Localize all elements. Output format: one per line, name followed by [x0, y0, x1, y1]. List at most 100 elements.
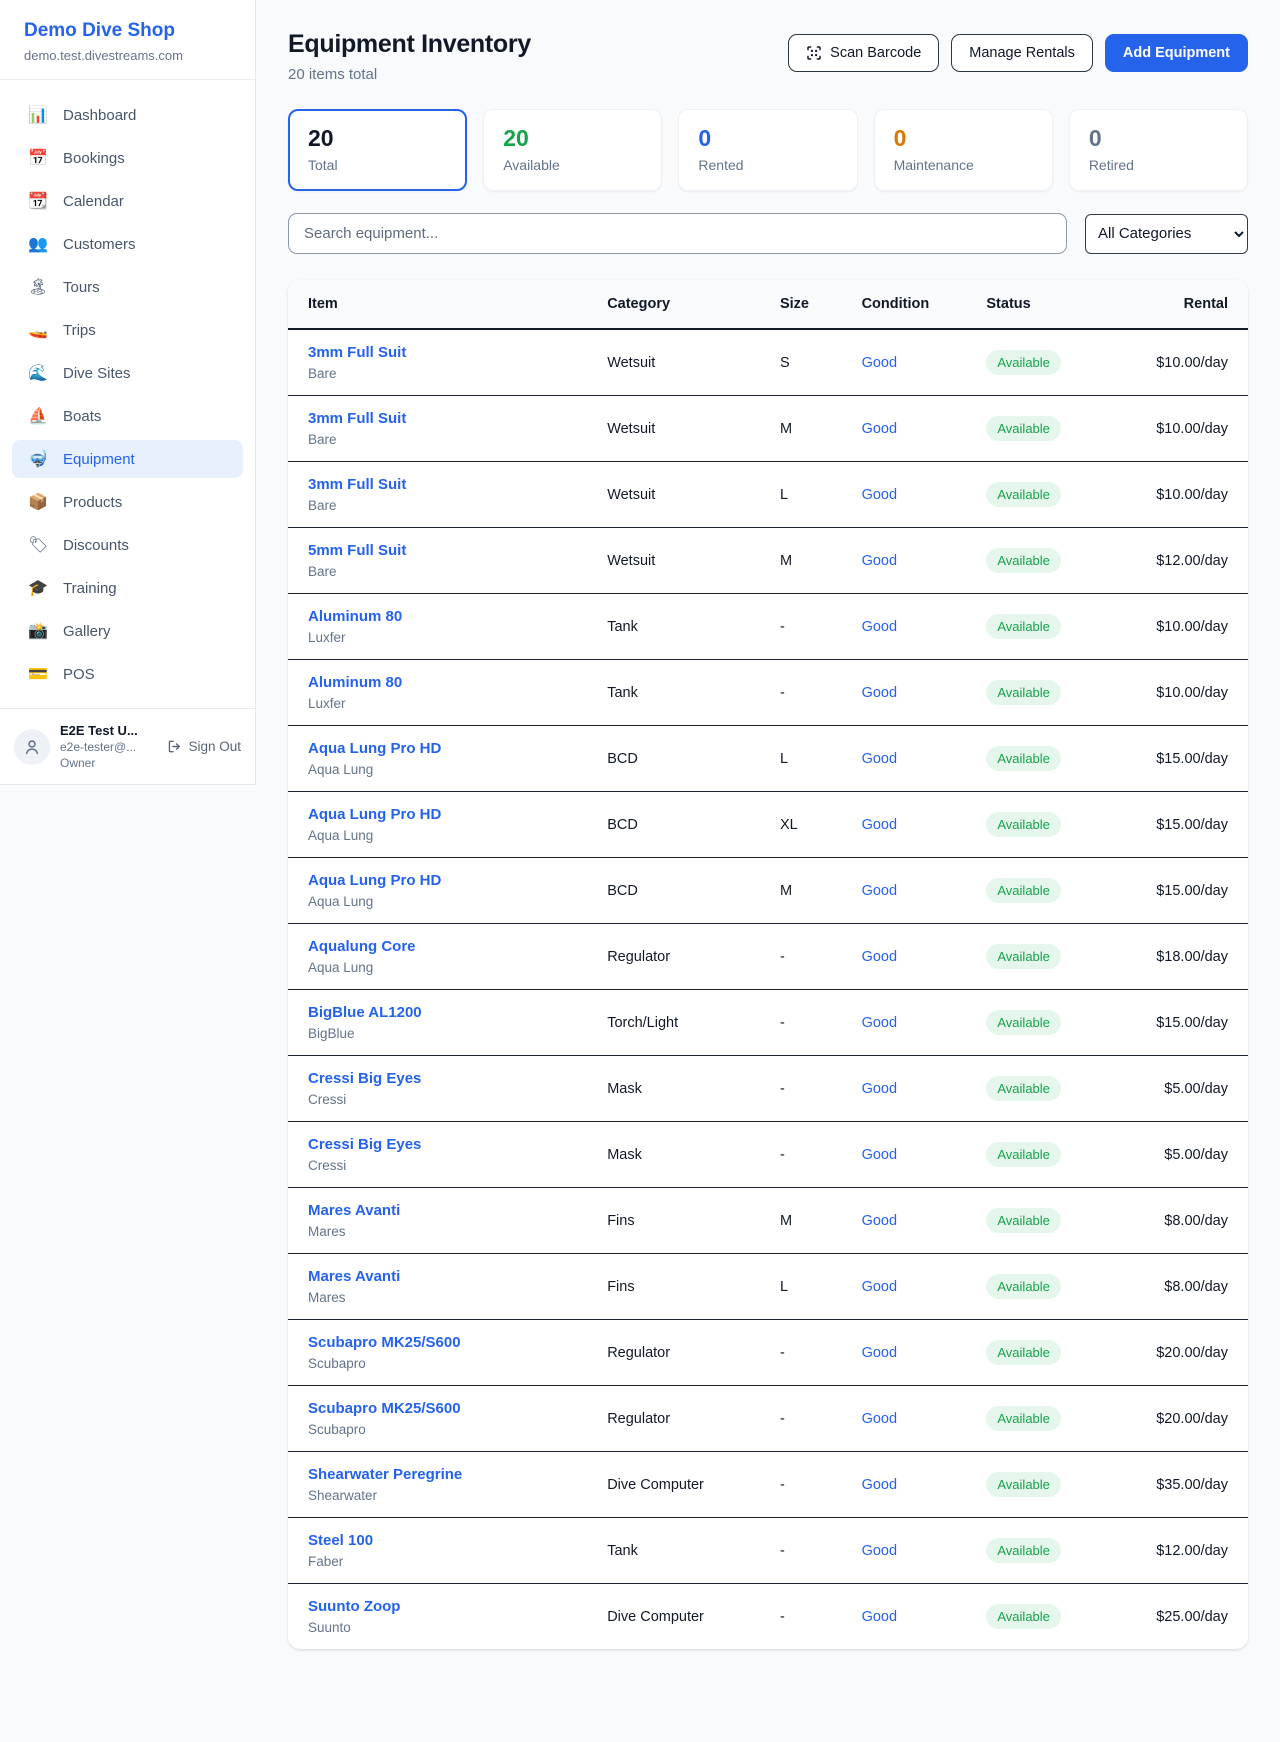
condition-link[interactable]: Good: [861, 1476, 898, 1493]
stat-card-retired[interactable]: 0 Retired: [1068, 109, 1249, 191]
condition-link[interactable]: Good: [861, 684, 898, 701]
item-name-link[interactable]: Steel 100: [308, 1532, 374, 1549]
status-cell: Available: [974, 923, 1143, 990]
equipment-table-card: Item Category Size Condition Status Rental 3m…: [288, 280, 1248, 1649]
status-badge: Available: [986, 944, 1061, 969]
item-name-link[interactable]: Aqua Lung Pro HD: [308, 740, 442, 757]
stat-value: 20: [308, 125, 334, 151]
stat-card-total[interactable]: 20 Total: [288, 109, 468, 191]
condition-link[interactable]: Good: [861, 1542, 898, 1559]
condition-link[interactable]: Good: [861, 750, 898, 767]
condition-link[interactable]: Good: [861, 552, 898, 569]
brand-name[interactable]: Demo Dive Shop: [24, 20, 175, 41]
table-row: Aluminum 80 Luxfer Tank - Good Available $10.0…: [288, 659, 1248, 726]
item-name-link[interactable]: Scubapro MK25/S600: [308, 1400, 461, 1417]
condition-link[interactable]: Good: [861, 882, 898, 899]
status-badge: Available: [986, 812, 1061, 837]
sidebar-item-training[interactable]: 🎓 Training: [12, 569, 243, 607]
sign-out-button[interactable]: Sign Out: [167, 739, 241, 754]
item-name-link[interactable]: 5mm Full Suit: [308, 542, 407, 559]
item-name-link[interactable]: Shearwater Peregrine: [308, 1466, 463, 1483]
condition-link[interactable]: Good: [861, 1212, 898, 1229]
item-name-link[interactable]: Cressi Big Eyes: [308, 1136, 422, 1153]
table-header: Item Category Size Condition Status Rental: [288, 280, 1248, 330]
condition-link[interactable]: Good: [861, 1278, 898, 1295]
item-name-link[interactable]: Cressi Big Eyes: [308, 1070, 422, 1087]
status-cell: Available: [974, 1451, 1143, 1518]
table-row: Shearwater Peregrine Shearwater Dive Compu…: [288, 1451, 1248, 1518]
condition-link[interactable]: Good: [861, 1146, 898, 1163]
condition-link[interactable]: Good: [861, 618, 898, 635]
sidebar-item-bookings[interactable]: 📅 Bookings: [12, 139, 243, 177]
condition-link[interactable]: Good: [861, 816, 898, 833]
item-brand: Suunto: [308, 1620, 351, 1635]
item-name-link[interactable]: Suunto Zoop: [308, 1598, 401, 1615]
package-icon: 📦: [28, 494, 48, 511]
sidebar-item-calendar[interactable]: 📆 Calendar: [12, 182, 243, 220]
item-name-link[interactable]: Aluminum 80: [308, 674, 403, 691]
condition-cell: Good: [849, 527, 975, 594]
scan-barcode-button[interactable]: Scan Barcode: [788, 34, 940, 72]
status-badge: Available: [986, 1142, 1061, 1167]
status-badge: Available: [986, 1208, 1061, 1233]
status-badge: Available: [986, 482, 1061, 507]
item-name-link[interactable]: 3mm Full Suit: [308, 410, 407, 427]
condition-link[interactable]: Good: [861, 486, 898, 503]
item-name-link[interactable]: Aluminum 80: [308, 608, 403, 625]
stat-card-rented[interactable]: 0 Rented: [678, 109, 858, 191]
sidebar-item-products[interactable]: 📦 Products: [12, 483, 243, 521]
item-name-link[interactable]: Scubapro MK25/S600: [308, 1334, 461, 1351]
sidebar-item-equipment[interactable]: 🤿 Equipment: [12, 440, 243, 478]
size-cell: -: [767, 1517, 850, 1584]
sidebar-item-label: Dashboard: [63, 106, 137, 124]
item-brand: Aqua Lung: [308, 960, 374, 975]
item-name-link[interactable]: Aqualung Core: [308, 938, 416, 955]
item-name-link[interactable]: BigBlue AL1200: [308, 1004, 422, 1021]
condition-cell: Good: [850, 1584, 975, 1650]
status-badge: Available: [986, 1274, 1061, 1299]
condition-link[interactable]: Good: [861, 420, 898, 437]
add-equipment-button[interactable]: Add Equipment: [1104, 34, 1248, 72]
item-name-link[interactable]: 3mm Full Suit: [308, 344, 407, 361]
sidebar-item-dashboard[interactable]: 📊 Dashboard: [12, 96, 243, 134]
size-cell: L: [767, 1253, 850, 1320]
sidebar-item-discounts[interactable]: 🏷 Discounts: [12, 526, 243, 564]
sidebar-item-label: Dive Sites: [63, 364, 131, 382]
stat-card-available[interactable]: 20 Available: [483, 109, 663, 191]
item-brand: Cressi: [308, 1158, 347, 1173]
sidebar-item-tours[interactable]: 🏝 Tours: [12, 268, 243, 306]
item-name-link[interactable]: Aqua Lung Pro HD: [308, 806, 442, 823]
condition-link[interactable]: Good: [861, 1608, 898, 1625]
status-cell: Available: [974, 1517, 1143, 1584]
item-name-link[interactable]: 3mm Full Suit: [308, 476, 407, 493]
stat-card-maintenance[interactable]: 0 Maintenance: [873, 109, 1053, 191]
condition-link[interactable]: Good: [861, 354, 898, 371]
item-name-link[interactable]: Mares Avanti: [308, 1202, 401, 1219]
sailboat-icon: ⛵: [28, 408, 48, 425]
condition-link[interactable]: Good: [861, 1014, 898, 1031]
sidebar-item-customers[interactable]: 👥 Customers: [12, 225, 243, 263]
diving-mask-icon: 🤿: [28, 451, 48, 468]
sidebar-item-trips[interactable]: 🚤 Trips: [12, 311, 243, 349]
search-input[interactable]: [288, 213, 1067, 254]
table-row: 3mm Full Suit Bare Wetsuit M Good Available $1…: [288, 395, 1248, 462]
condition-link[interactable]: Good: [861, 1344, 898, 1361]
status-cell: Available: [974, 1385, 1143, 1452]
condition-link[interactable]: Good: [861, 1080, 898, 1097]
condition-cell: Good: [849, 593, 975, 660]
condition-cell: Good: [849, 923, 975, 990]
sidebar-item-pos[interactable]: 💳 POS: [12, 655, 243, 693]
category-select[interactable]: All Categories: [1085, 213, 1248, 254]
item-brand: Scubapro: [308, 1356, 366, 1371]
sidebar-item-dive-sites[interactable]: 🌊 Dive Sites: [12, 354, 243, 392]
sidebar-item-gallery[interactable]: 📸 Gallery: [12, 612, 243, 650]
item-name-link[interactable]: Aqua Lung Pro HD: [308, 872, 442, 889]
sidebar-item-boats[interactable]: ⛵ Boats: [12, 397, 243, 435]
category-cell: Fins: [595, 1187, 768, 1254]
condition-link[interactable]: Good: [861, 1410, 898, 1427]
status-cell: Available: [974, 1584, 1142, 1650]
condition-link[interactable]: Good: [861, 948, 898, 965]
item-name-link[interactable]: Mares Avanti: [308, 1268, 401, 1285]
manage-rentals-button[interactable]: Manage Rentals: [951, 34, 1093, 72]
